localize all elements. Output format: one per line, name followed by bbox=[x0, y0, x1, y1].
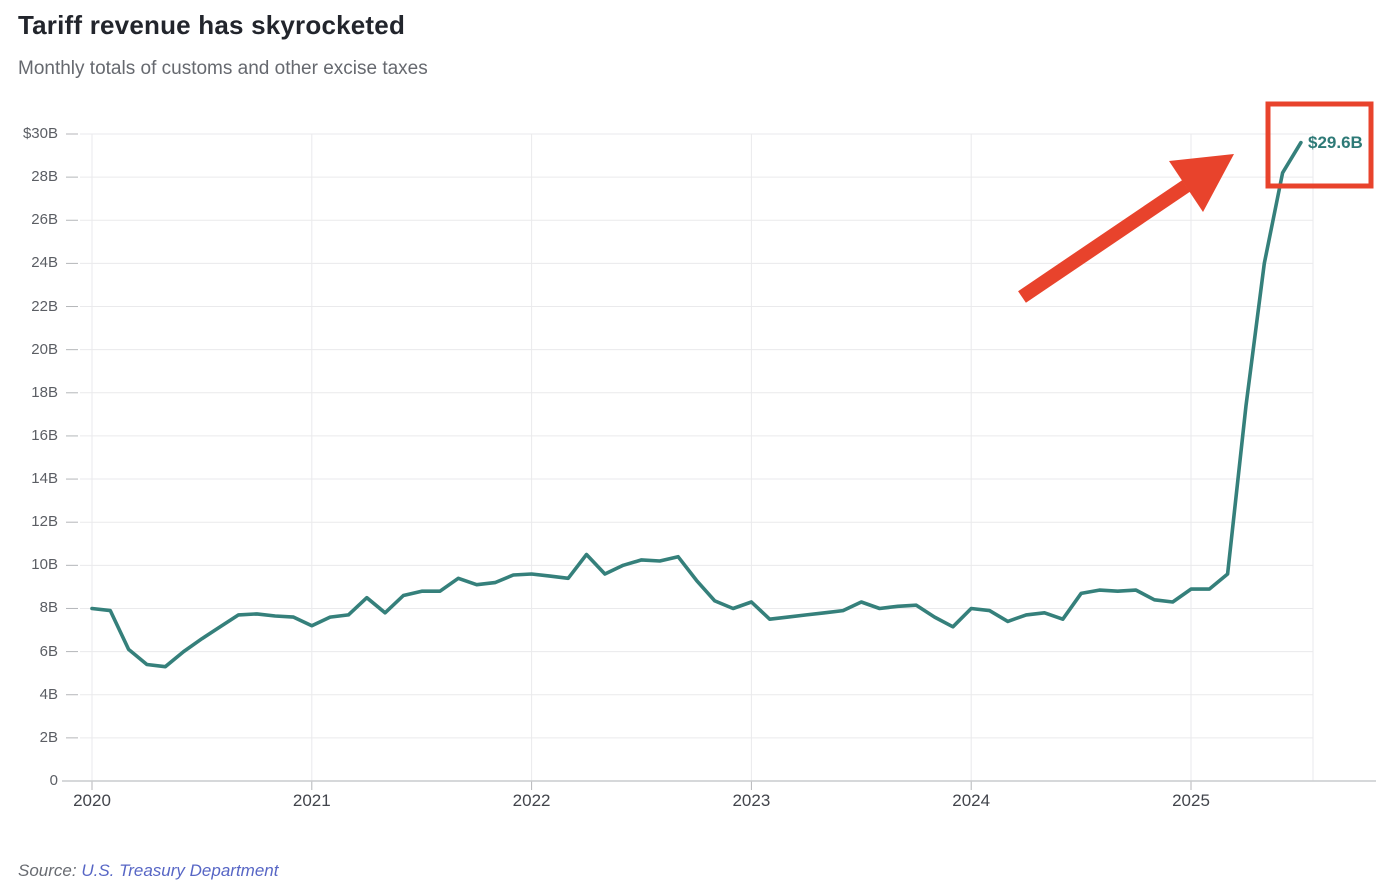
y-axis-tick-label: 6B bbox=[39, 642, 58, 660]
y-axis-tick-label: 0 bbox=[49, 772, 58, 789]
annotation-highlight-box bbox=[1265, 101, 1374, 189]
source-label: Source: bbox=[18, 861, 77, 880]
x-axis-tick-label: 2020 bbox=[73, 791, 111, 810]
y-axis-tick-label: 28B bbox=[31, 168, 58, 186]
annotation-arrow-head bbox=[1169, 154, 1234, 212]
x-axis-tick-label: 2025 bbox=[1172, 791, 1210, 810]
y-axis-tick-label: 14B bbox=[31, 470, 58, 488]
annotation-arrow-shaft bbox=[1018, 180, 1190, 303]
source-line: Source: U.S. Treasury Department bbox=[18, 861, 278, 881]
y-axis-tick-label: 12B bbox=[31, 513, 58, 531]
y-axis-tick-label: 18B bbox=[31, 383, 58, 401]
x-axis-tick-label: 2022 bbox=[512, 791, 551, 810]
chart-subtitle: Monthly totals of customs and other exci… bbox=[18, 58, 428, 79]
x-axis-tick-label: 2021 bbox=[292, 791, 331, 810]
y-axis-tick-label: 20B bbox=[31, 340, 58, 358]
y-axis-tick-label: 4B bbox=[39, 685, 58, 703]
y-axis-tick-label: 22B bbox=[31, 297, 58, 315]
revenue-line-series bbox=[90, 140, 1303, 669]
y-axis-tick-label: 24B bbox=[31, 254, 58, 272]
source-link[interactable]: U.S. Treasury Department bbox=[81, 861, 279, 880]
y-axis-tick-label: 2B bbox=[39, 728, 58, 746]
x-axis-tick-label: 2024 bbox=[952, 791, 991, 810]
y-axis-tick-label: 10B bbox=[31, 556, 58, 574]
chart-title: Tariff revenue has skyrocketed bbox=[18, 10, 406, 40]
x-axis-tick-label: 2023 bbox=[732, 791, 771, 810]
last-point-value-label: $29.6B bbox=[1308, 133, 1363, 152]
y-axis-tick-label: 26B bbox=[31, 211, 58, 229]
y-axis-tick-label: $30B bbox=[22, 124, 58, 142]
y-axis-tick-label: 8B bbox=[39, 599, 58, 617]
y-axis-tick-label: 16B bbox=[31, 426, 58, 444]
